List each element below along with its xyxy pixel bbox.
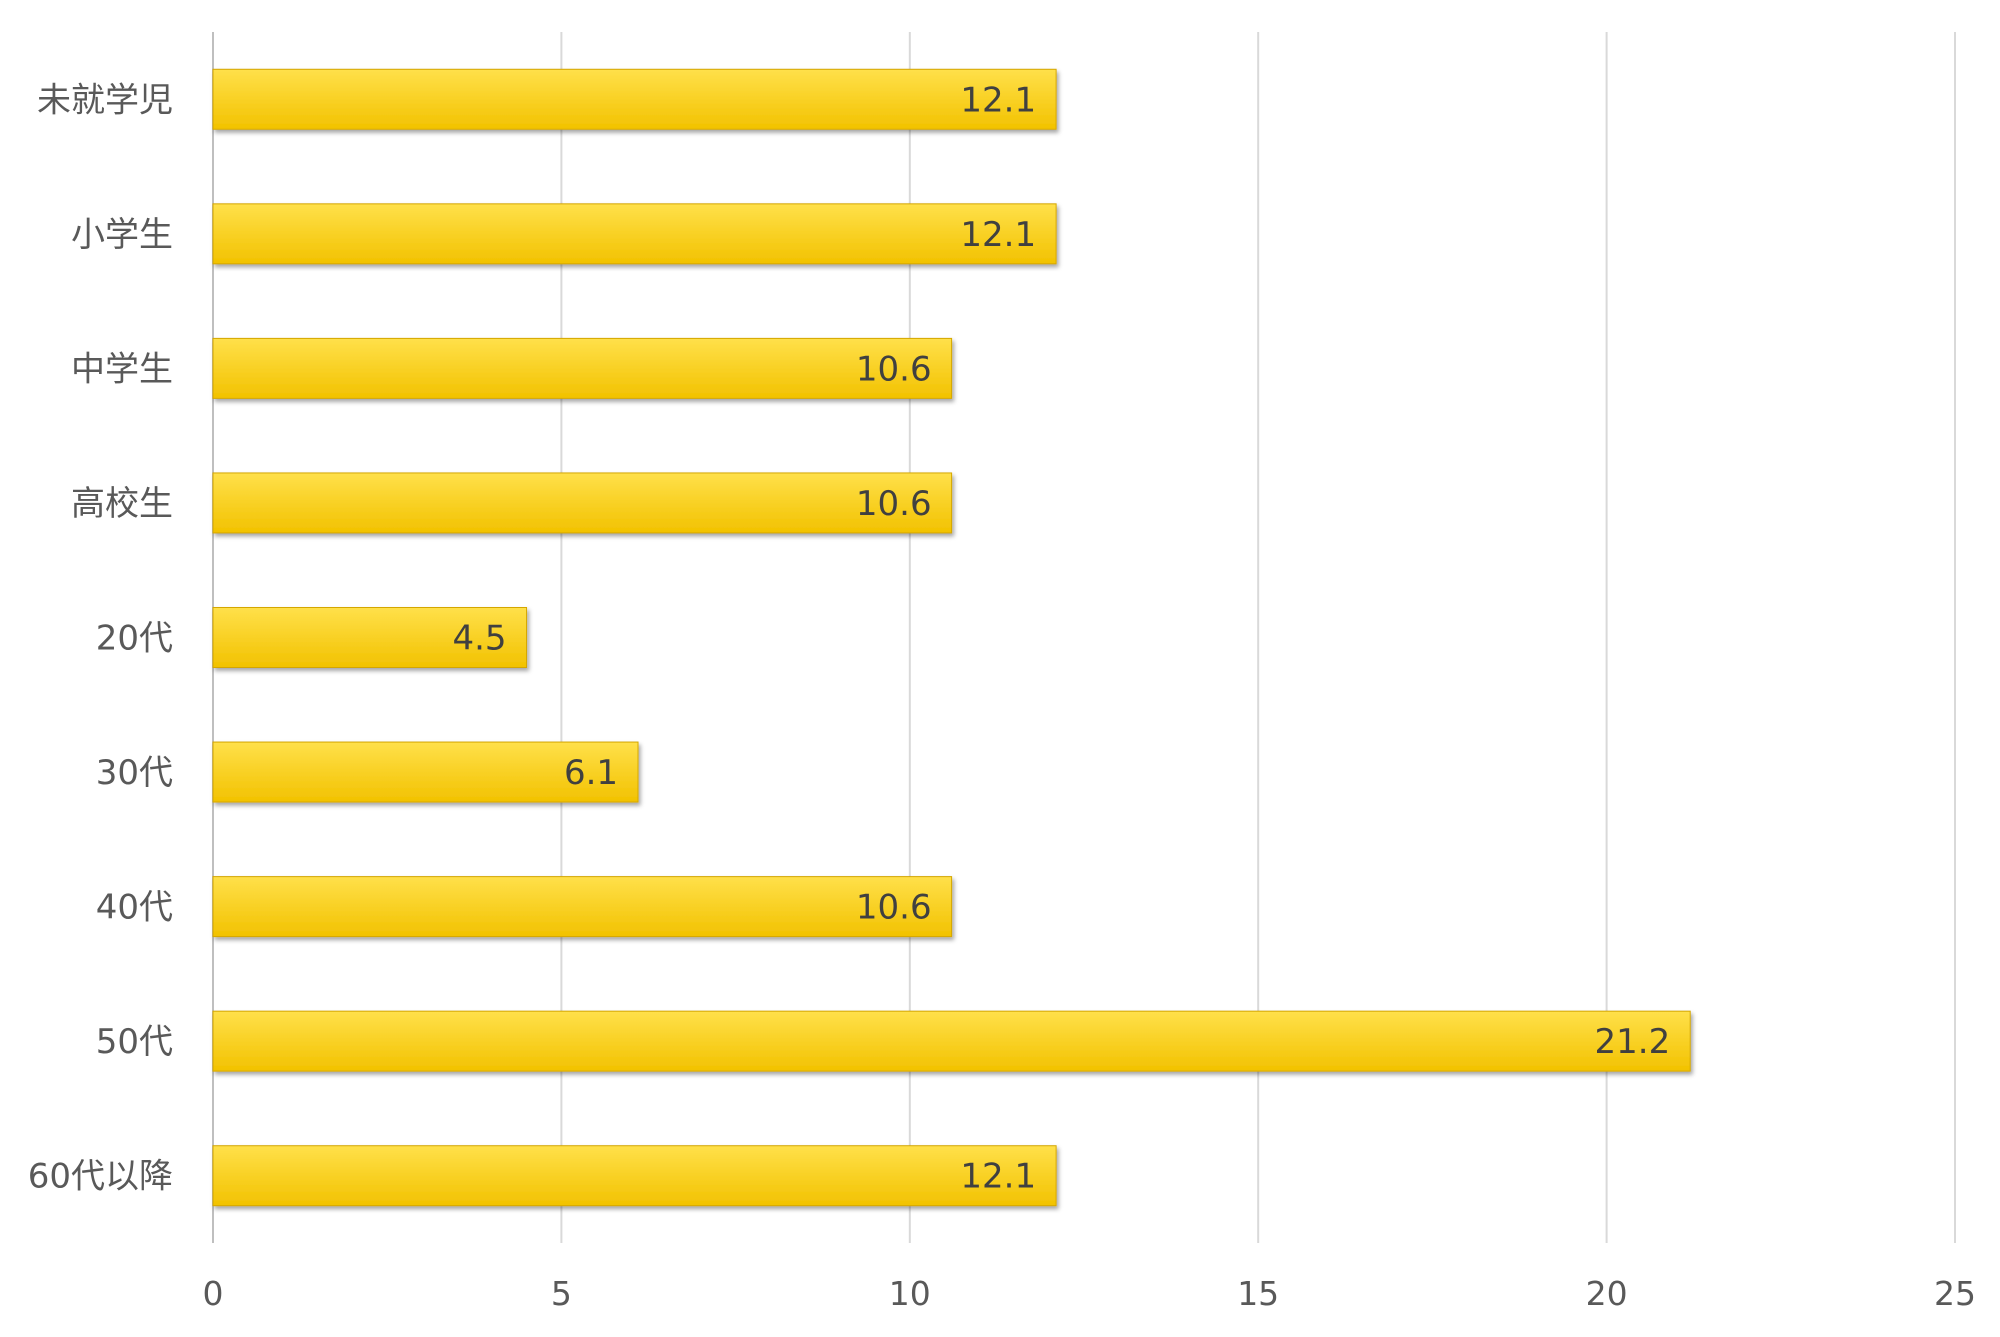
bar [212,337,953,399]
category-label: 50代 [96,1022,173,1062]
data-label: 6.1 [564,753,618,793]
bar [212,876,953,938]
category-label: 未就学児 [37,80,173,120]
category-label: 小学生 [71,215,173,255]
value-axis: 0 5 10 15 20 25 [203,1274,1977,1313]
bar [212,203,1057,265]
data-label: 10.6 [856,349,932,389]
x-tick-label: 0 [203,1274,224,1313]
category-label: 20代 [96,619,173,659]
data-label: 21.2 [1595,1022,1671,1062]
bars [212,68,1691,1207]
bar [212,1145,1057,1207]
data-label: 12.1 [960,1157,1036,1197]
x-tick-label: 25 [1934,1274,1976,1313]
data-labels: 12.1 12.1 10.6 10.6 4.5 6.1 10.6 21.2 12.1 [452,80,1670,1196]
x-tick-label: 20 [1586,1274,1628,1313]
data-label: 10.6 [856,484,932,524]
category-label: 30代 [96,753,173,793]
bar [212,68,1057,130]
data-label: 10.6 [856,888,932,928]
data-label: 12.1 [960,80,1036,120]
data-label: 4.5 [452,619,506,659]
category-label: 60代以降 [28,1157,173,1197]
x-tick-label: 10 [889,1274,931,1313]
bar [212,472,953,534]
category-label: 中学生 [71,349,173,389]
x-tick-label: 5 [551,1274,572,1313]
x-tick-label: 15 [1237,1274,1279,1313]
bar [212,1010,1691,1072]
bar [212,607,528,668]
data-label: 12.1 [960,215,1036,255]
bar [212,741,639,803]
category-label: 高校生 [71,484,173,524]
category-label: 40代 [96,888,173,928]
